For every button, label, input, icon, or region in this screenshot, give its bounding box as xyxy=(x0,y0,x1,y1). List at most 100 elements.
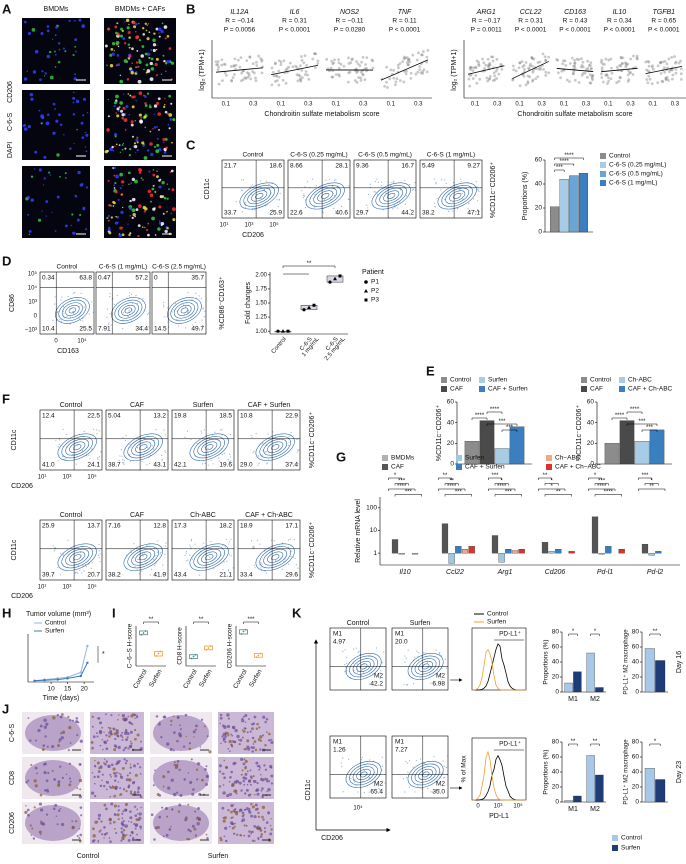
scatter-point xyxy=(579,57,583,61)
event xyxy=(110,324,112,326)
event xyxy=(141,460,143,462)
significance: ** xyxy=(199,617,204,623)
event xyxy=(138,326,140,328)
x-tick-label: Surfen xyxy=(248,668,264,688)
gate-value: 1.26 xyxy=(333,747,346,754)
event xyxy=(194,543,196,545)
cell xyxy=(28,233,31,236)
cell xyxy=(69,719,72,722)
scatter-point xyxy=(674,61,677,65)
event xyxy=(448,194,450,196)
cell xyxy=(117,805,120,808)
cell xyxy=(138,22,140,25)
cell xyxy=(31,28,36,32)
cell xyxy=(218,764,222,768)
scatter-point xyxy=(526,74,530,78)
cell xyxy=(79,739,83,743)
cell xyxy=(206,837,209,840)
quadrant-value: 12.8 xyxy=(153,523,166,530)
cell xyxy=(191,824,195,828)
x-tick-label: 10⁵ xyxy=(87,474,97,481)
cell xyxy=(53,778,57,781)
cell xyxy=(262,715,266,719)
event xyxy=(403,683,405,686)
event xyxy=(384,782,386,784)
event xyxy=(298,449,300,451)
scatter-point xyxy=(487,64,490,68)
quadrant-value: 14.5 xyxy=(154,326,167,333)
bar xyxy=(555,549,562,554)
event xyxy=(407,771,409,773)
cell xyxy=(155,57,159,61)
cell xyxy=(84,146,87,148)
cell xyxy=(106,64,108,66)
scatter-point xyxy=(468,66,472,70)
bar xyxy=(618,549,625,554)
cell xyxy=(170,778,174,782)
cell xyxy=(149,142,153,146)
tissue xyxy=(25,715,81,751)
cell xyxy=(254,748,258,752)
event xyxy=(260,180,262,182)
cell xyxy=(118,106,121,108)
scatter-point xyxy=(232,64,236,68)
cell xyxy=(120,839,123,842)
event xyxy=(416,650,418,652)
event xyxy=(109,292,111,294)
y-tick-label: 20 xyxy=(552,784,560,791)
cell xyxy=(249,775,253,779)
cell xyxy=(243,758,246,761)
scatter-point xyxy=(539,68,542,71)
cell xyxy=(176,739,179,743)
label: R = 0.65 xyxy=(651,18,676,25)
cell xyxy=(115,174,119,179)
cell xyxy=(115,112,118,114)
point xyxy=(66,677,69,680)
cell xyxy=(134,713,137,717)
cell xyxy=(229,825,231,828)
x-tick-label: 0 xyxy=(54,339,58,345)
significance: * xyxy=(650,479,653,485)
gate-label: M2 xyxy=(374,781,383,788)
cell xyxy=(172,715,175,718)
scatter-point xyxy=(528,64,532,68)
cell xyxy=(152,173,156,177)
legend-label: CAF xyxy=(590,386,603,393)
cell xyxy=(153,104,158,108)
scatter-point xyxy=(590,76,594,80)
quadrant-value: 7.91 xyxy=(98,326,111,333)
cell xyxy=(222,819,226,823)
significance: *** xyxy=(498,419,506,425)
event xyxy=(344,649,346,651)
cell xyxy=(58,738,62,742)
event xyxy=(133,557,135,559)
cell xyxy=(79,183,83,187)
cell xyxy=(124,147,127,150)
cell xyxy=(108,818,112,822)
quadrant-value: 49.7 xyxy=(191,326,204,333)
cell xyxy=(117,718,119,721)
event xyxy=(381,784,383,786)
event xyxy=(57,567,59,569)
cell xyxy=(240,789,243,792)
scatter-point xyxy=(421,70,425,73)
scatter-point xyxy=(671,77,674,81)
cell xyxy=(114,25,118,29)
cell xyxy=(149,130,152,133)
cell xyxy=(94,759,96,762)
cell xyxy=(172,218,176,222)
event xyxy=(201,319,203,321)
scatter-point xyxy=(490,55,493,59)
contour xyxy=(359,771,368,778)
point xyxy=(312,303,316,307)
contour xyxy=(407,760,444,788)
cell xyxy=(136,762,139,765)
event xyxy=(432,791,434,793)
event xyxy=(59,439,61,441)
cell xyxy=(244,714,248,717)
scatter-point xyxy=(646,59,650,63)
cell xyxy=(147,233,150,237)
event xyxy=(373,191,375,193)
cell xyxy=(128,46,131,49)
cell xyxy=(51,745,55,749)
